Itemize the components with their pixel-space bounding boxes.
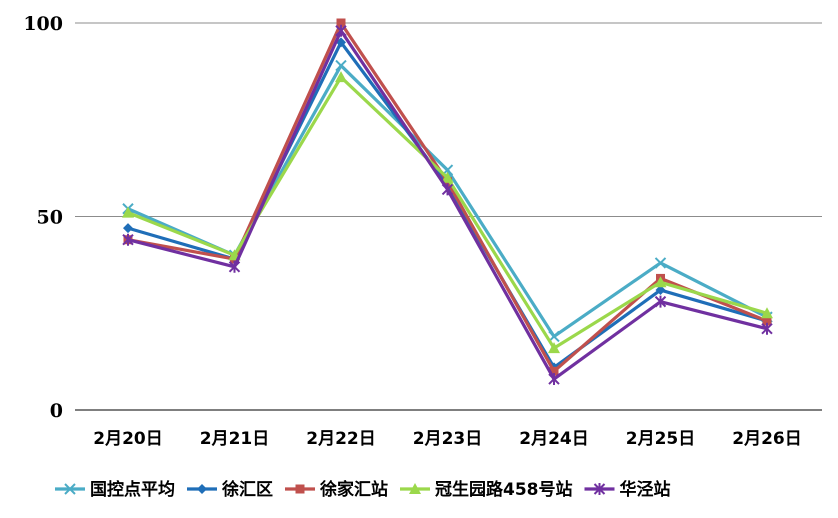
series-3	[122, 71, 773, 354]
data-point	[441, 171, 454, 183]
x-tick-label: 2月22日	[306, 429, 376, 449]
series-line	[127, 75, 768, 350]
data-point	[335, 24, 347, 37]
data-point	[122, 206, 134, 218]
series-line	[127, 29, 768, 381]
data-point	[335, 59, 347, 72]
x-tick-label: 2月25日	[626, 429, 696, 449]
data-point	[335, 71, 347, 83]
data-point	[654, 295, 667, 308]
legend-marker	[409, 483, 421, 494]
legend-label: 华泾站	[620, 479, 671, 500]
y-tick-label: 100	[23, 13, 63, 35]
y-axis-ticks: 0 50 100	[23, 13, 63, 422]
gridlines	[75, 22, 822, 411]
data-point	[654, 257, 667, 269]
legend-item-1: 徐汇区	[187, 479, 273, 500]
legend-item-3: 冠生园路458号站	[400, 479, 573, 500]
series-group	[122, 18, 773, 386]
series-line	[127, 21, 768, 373]
x-tick-label: 2月26日	[732, 429, 802, 449]
legend-item-4: 华泾站	[584, 479, 671, 500]
data-point	[122, 233, 134, 246]
data-point	[655, 285, 666, 296]
x-tick-label: 2月20日	[93, 429, 163, 449]
x-tick-label: 2月24日	[519, 429, 589, 449]
data-point	[549, 366, 559, 376]
legend: 国控点平均 徐汇区 徐家汇站 冠生园路458号站 华泾站	[55, 479, 671, 500]
data-point	[548, 373, 560, 386]
series-4	[122, 24, 773, 386]
data-point	[761, 322, 773, 335]
series-1	[123, 37, 772, 373]
series-2	[123, 18, 772, 376]
data-point	[336, 18, 346, 28]
series-0	[122, 59, 773, 343]
data-point	[654, 276, 667, 288]
series-line	[127, 40, 768, 370]
data-point	[548, 342, 560, 354]
legend-marker	[593, 483, 606, 495]
legend-label: 徐汇区	[221, 479, 273, 500]
data-point	[123, 223, 133, 234]
legend-label: 国控点平均	[90, 479, 175, 500]
x-tick-label: 2月23日	[413, 429, 483, 449]
legend-marker	[64, 483, 76, 495]
legend-marker	[197, 484, 207, 494]
legend-label: 徐家汇站	[319, 479, 388, 500]
x-tick-label: 2月21日	[200, 429, 270, 449]
data-point	[762, 316, 772, 326]
series-line	[127, 63, 768, 339]
data-point	[441, 183, 454, 196]
y-tick-label: 0	[50, 400, 63, 422]
legend-item-0: 国控点平均	[55, 479, 175, 500]
legend-item-2: 徐家汇站	[285, 479, 388, 500]
legend-marker	[295, 484, 305, 494]
data-point	[761, 307, 773, 319]
legend-label: 冠生园路458号站	[435, 479, 573, 500]
data-point	[228, 260, 241, 273]
x-axis-ticks: 2月20日 2月21日 2月22日 2月23日 2月24日 2月25日 2月26日	[93, 429, 802, 449]
y-tick-label: 50	[37, 207, 63, 229]
